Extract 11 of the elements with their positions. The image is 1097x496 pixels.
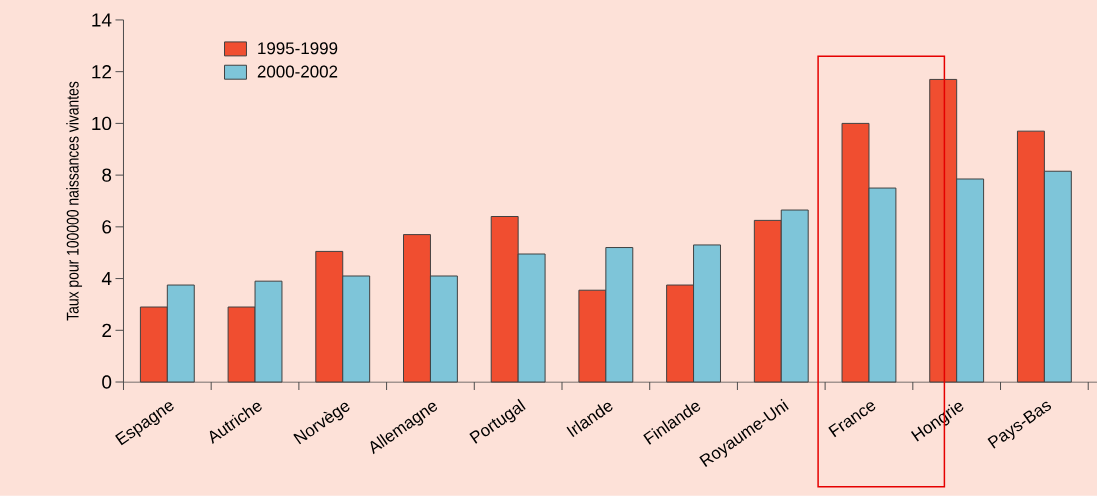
y-tick-label: 12 bbox=[92, 65, 112, 79]
y-axis-title: Taux pour 100000 naissances vivantes bbox=[66, 81, 83, 321]
y-tick-label: 8 bbox=[102, 168, 112, 182]
y-tick-label: 6 bbox=[102, 220, 112, 234]
y-tick-label: 4 bbox=[101, 272, 112, 286]
y-tick-label: 2 bbox=[102, 323, 112, 338]
y-tick-label: 0 bbox=[102, 375, 112, 389]
legend-label: 2000-2002 bbox=[257, 65, 338, 78]
y-tick-label: 10 bbox=[92, 116, 112, 131]
legend-label: 1995-1999 bbox=[258, 42, 338, 55]
y-tick-label: 14 bbox=[92, 13, 112, 27]
